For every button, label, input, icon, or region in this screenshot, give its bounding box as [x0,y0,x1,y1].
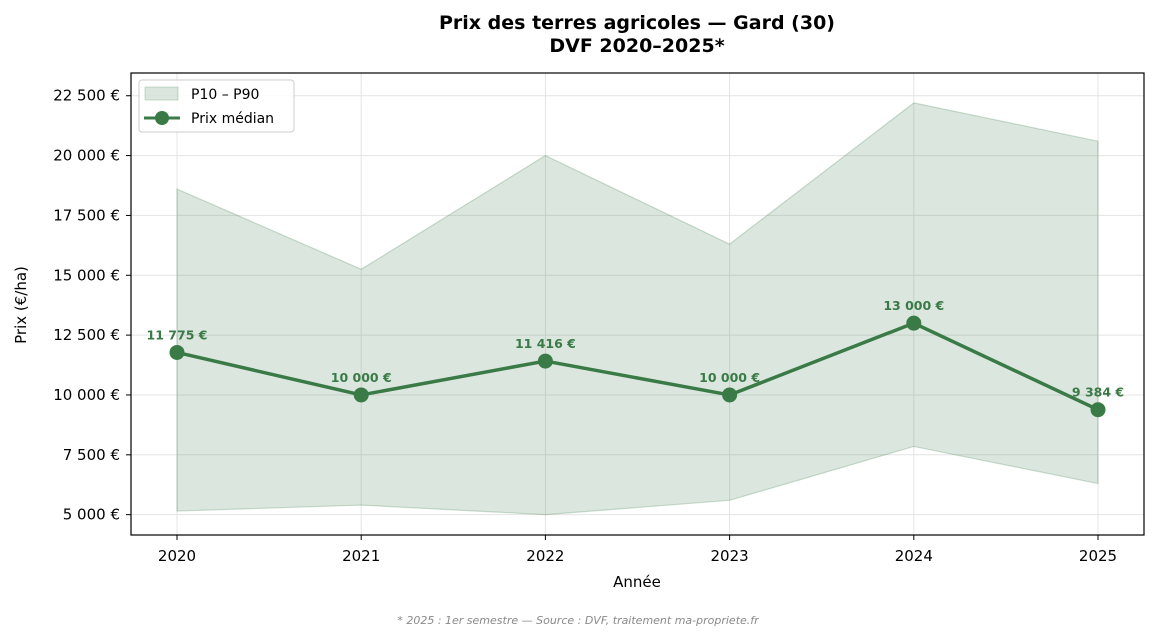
y-tick-label: 10 000 € [53,386,120,404]
grid-lines [131,73,1144,535]
x-tick-label: 2022 [526,547,564,565]
data-point-marker [537,353,553,369]
x-tick-label: 2023 [711,547,749,565]
y-tick-label: 17 500 € [53,206,120,224]
x-axis-label: Année [613,573,661,591]
x-tick-label: 2025 [1079,547,1117,565]
y-tick-label: 7 500 € [63,446,120,464]
data-label: 11 416 € [515,336,576,351]
legend-line-label: Prix médian [191,111,274,127]
data-point-marker [722,387,738,403]
chart-subtitle: DVF 2020–2025* [549,35,724,57]
y-axis-label: Prix (€/ha) [12,266,30,344]
data-point-marker [353,387,369,403]
y-tick-label: 15 000 € [53,266,120,284]
x-tick-label: 2024 [895,547,933,565]
median-markers [169,315,1106,418]
x-tick-label: 2020 [158,547,196,565]
data-label: 11 775 € [147,327,208,342]
data-label: 10 000 € [699,370,760,385]
p10-p90-band [176,102,1099,516]
median-price-line [176,321,1099,412]
x-axis: 2020 2021 2022 2023 2024 2025 [158,535,1117,565]
data-label: 9 384 € [1072,385,1124,400]
data-label: 13 000 € [883,298,944,313]
band-swatch-icon [144,86,179,101]
chart-title: Prix des terres agricoles — Gard (30) [439,12,835,34]
footnote: * 2025 : 1er semestre — Source : DVF, tr… [397,614,760,627]
y-tick-label: 12 500 € [53,326,120,344]
y-tick-label: 22 500 € [53,87,120,105]
data-point-marker [1090,402,1106,418]
plot-frame [130,72,1145,536]
y-tick-label: 20 000 € [53,147,120,165]
legend-band-label: P10 – P90 [191,87,259,103]
y-tick-label: 5 000 € [63,506,120,524]
y-axis: 5 000 € 7 500 € 10 000 € 12 500 € 15 000 € 17… [53,87,131,524]
legend: P10 – P90 Prix médian [138,79,295,133]
x-tick-label: 2021 [342,547,380,565]
data-point-marker [169,344,185,360]
data-point-marker [906,315,922,331]
marker-swatch-icon [155,111,169,125]
data-label: 10 000 € [331,370,392,385]
data-labels: 11 775 € 10 000 € 11 416 € 10 000 € 13 000 €… [147,298,1125,400]
